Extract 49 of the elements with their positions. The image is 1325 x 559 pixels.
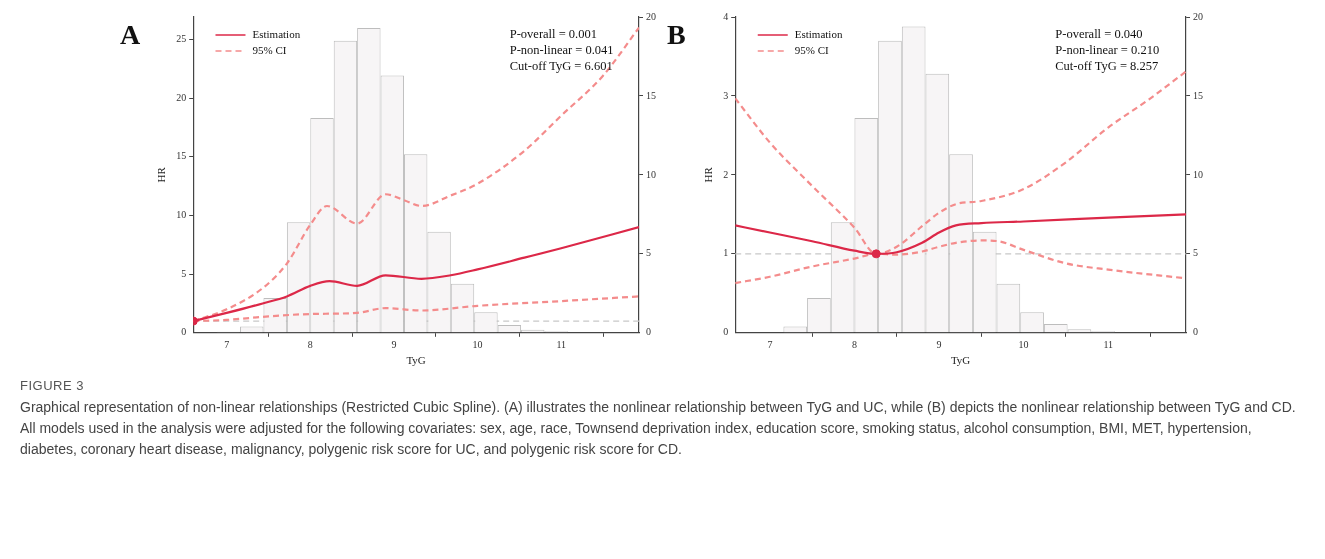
y2-tick-label: 5 <box>1193 247 1198 259</box>
x-tick-label: 8 <box>307 339 313 351</box>
x-tick-label: 7 <box>224 339 230 351</box>
y2-tick-label: 0 <box>646 326 651 338</box>
y-tick-label: 5 <box>181 267 187 279</box>
y-tick-label: 25 <box>176 32 187 44</box>
annotation: Cut-off TyG = 6.601 <box>509 59 613 74</box>
x-axis-title: TyG <box>950 354 971 367</box>
annotation: Cut-off TyG = 8.257 <box>1055 59 1159 74</box>
y-tick-label: 3 <box>723 89 729 101</box>
y-tick-label: 1 <box>723 247 729 259</box>
y-axis-title: HR <box>155 166 168 183</box>
chart-title: A <box>120 19 141 51</box>
y-tick-label: 10 <box>176 209 187 221</box>
x-axis-title: TyG <box>406 354 426 367</box>
y-axis-title: HR <box>702 166 715 183</box>
y-tick-label: 0 <box>181 326 187 338</box>
legend-label: 95% CI <box>794 43 829 56</box>
y2-tick-label: 10 <box>646 168 656 180</box>
x-tick-label: 8 <box>851 339 857 351</box>
y2-tick-label: 10 <box>1193 168 1203 180</box>
y-tick-label: 0 <box>723 326 729 338</box>
y2-tick-label: 20 <box>646 10 656 22</box>
y-tick-label: 15 <box>176 150 187 162</box>
text: Graphical representation of non-linear relationships (Restricted Cubic Spline). (A) illustrates the nonlinear relationship between TyG and UC, while (B) depicts the nonlinear relationship between TyG and CD. All models used in the analysis were adjusted for the following covariates: sex, age, race, Townsend deprivation index, education score, smoking status, alcohol consumption, BMI, MET, hypertension, diabetes, coronary heart disease, malignancy, polygenic risk score for UC, and polygenic risk score for CD. <box>20 398 1297 459</box>
y-tick-label: 2 <box>723 168 729 180</box>
y2-tick-label: 5 <box>646 247 651 259</box>
y2-tick-label: 15 <box>1193 89 1203 101</box>
x-tick-label: 7 <box>767 339 773 351</box>
legend-label: Estimation <box>794 27 843 40</box>
chart-title: B <box>667 19 686 51</box>
legend-label: 95% CI <box>252 43 287 56</box>
annotation: P-overall = 0.040 <box>1055 27 1143 42</box>
y-tick-label: 20 <box>176 91 187 103</box>
y2-tick-label: 0 <box>1193 326 1198 338</box>
annotation: P-non-linear = 0.210 <box>1055 43 1160 58</box>
y2-tick-label: 20 <box>1193 10 1203 22</box>
x-tick-label: 11 <box>556 339 567 351</box>
legend-label: Estimation <box>252 27 301 40</box>
y2-tick-label: 15 <box>646 89 656 101</box>
x-tick-label: 10 <box>1018 339 1029 351</box>
y-tick-label: 4 <box>723 10 729 22</box>
text: FIGURE 3 <box>20 378 85 393</box>
x-tick-label: 9 <box>391 339 397 351</box>
x-tick-label: 9 <box>936 339 942 351</box>
annotation: P-overall = 0.001 <box>509 27 597 42</box>
x-tick-label: 10 <box>472 339 483 351</box>
x-tick-label: 11 <box>1103 339 1114 351</box>
annotation: P-non-linear = 0.041 <box>509 43 614 58</box>
